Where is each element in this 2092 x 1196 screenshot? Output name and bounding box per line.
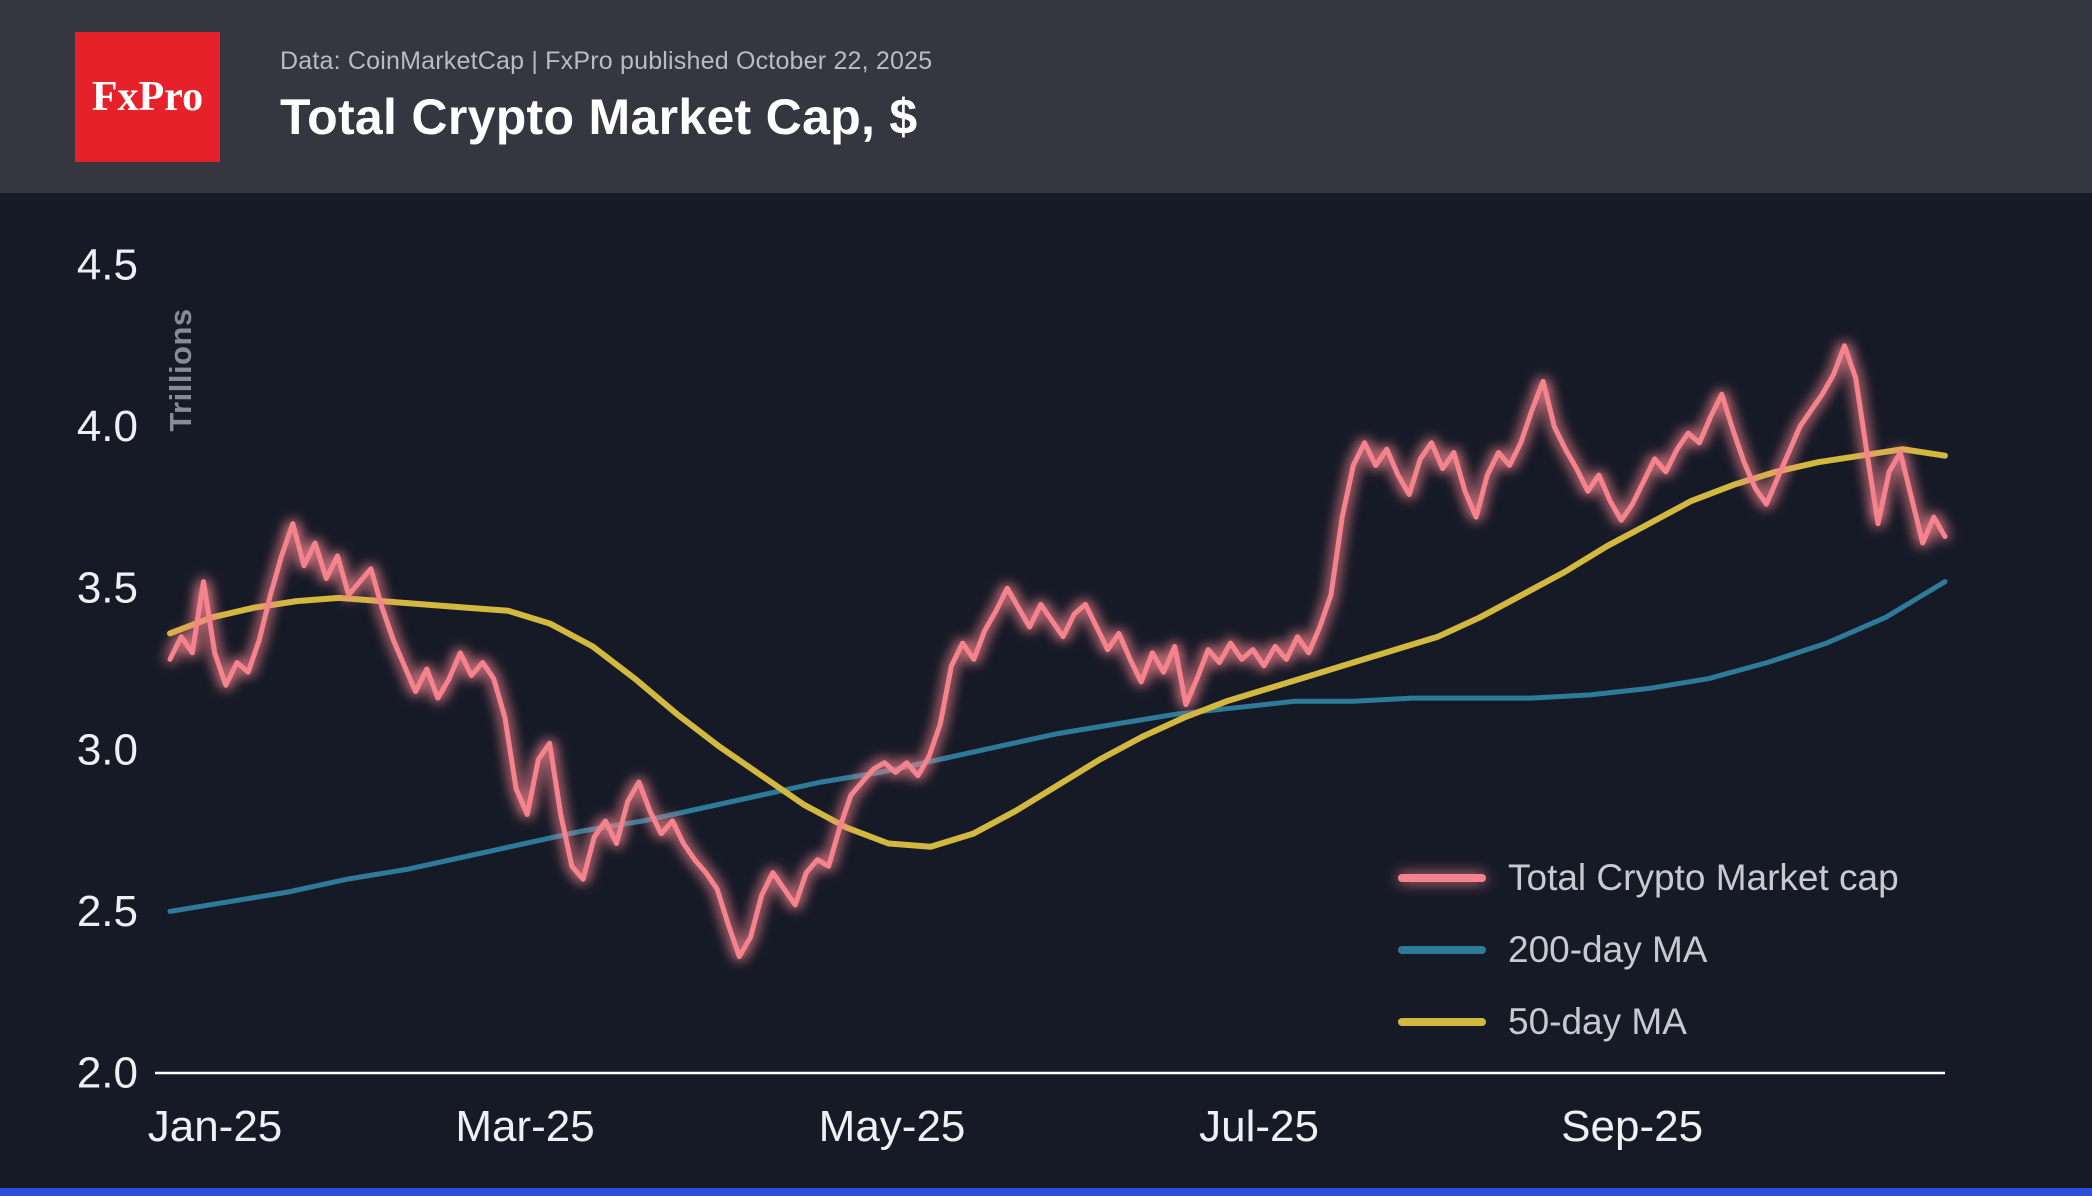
fxpro-logo: FxPro <box>75 31 220 162</box>
x-axis-tick-label: May-25 <box>819 1102 966 1151</box>
legend: Total Crypto Market cap 200-day MA 50-da… <box>1398 855 1899 1045</box>
y-axis-tick-label: 2.5 <box>77 887 138 936</box>
series-line-2 <box>167 446 1948 850</box>
x-axis-tick-label: Mar-25 <box>455 1102 594 1151</box>
legend-swatch-200-day-ma <box>1398 946 1486 954</box>
x-axis-tick-label: Sep-25 <box>1561 1102 1703 1151</box>
header-text: Data: CoinMarketCap | FxPro published Oc… <box>280 47 932 146</box>
y-axis-title: Trillions <box>163 308 198 432</box>
legend-row-market-cap: Total Crypto Market cap <box>1398 855 1899 901</box>
y-axis-tick-label: 4.0 <box>77 402 138 451</box>
y-axis-tick-label: 2.0 <box>77 1049 138 1098</box>
chart-svg: 2.0 2.5 3.0 3.5 4.0 4.5 Jan-25 Mar-25 May-25 Jul-… <box>77 241 1948 1151</box>
x-axis-tick-label: Jan-25 <box>148 1102 283 1151</box>
legend-swatch-market-cap <box>1398 874 1486 882</box>
page-title: Total Crypto Market Cap, $ <box>280 89 918 145</box>
series-line-0 <box>167 343 1948 960</box>
legend-label-200-day-ma: 200-day MA <box>1508 929 1708 970</box>
bottom-accent-bar <box>0 1188 2092 1196</box>
legend-swatch-50-day-ma <box>1398 1018 1486 1026</box>
plot-root: 2.0 2.5 3.0 3.5 4.0 4.5 Jan-25 Mar-25 May-25 Jul-… <box>77 241 1948 1151</box>
series-line-1 <box>167 579 1948 914</box>
chart-area: 2.0 2.5 3.0 3.5 4.0 4.5 Jan-25 Mar-25 May-25 Jul-… <box>0 193 2092 1188</box>
chart-source-caption: Data: CoinMarketCap | FxPro published Oc… <box>280 47 933 75</box>
legend-row-50-day-ma: 50-day MA <box>1398 999 1899 1045</box>
legend-label-market-cap: Total Crypto Market cap <box>1508 857 1899 898</box>
y-axis-tick-label: 3.0 <box>77 725 138 774</box>
legend-label-50-day-ma: 50-day MA <box>1508 1001 1687 1042</box>
header: FxPro Data: CoinMarketCap | FxPro publis… <box>0 0 2092 193</box>
y-axis-tick-label: 3.5 <box>77 564 138 613</box>
x-axis-tick-label: Jul-25 <box>1199 1102 1319 1151</box>
fxpro-logo-text: FxPro <box>91 73 204 120</box>
y-axis-tick-label: 4.5 <box>77 241 138 290</box>
legend-row-200-day-ma: 200-day MA <box>1398 927 1899 973</box>
